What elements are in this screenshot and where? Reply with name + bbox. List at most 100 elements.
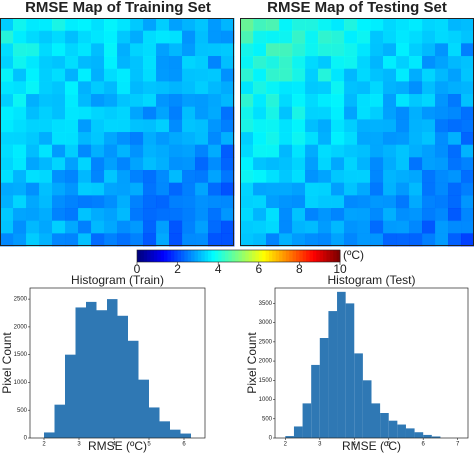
colorbar-segment (170, 250, 175, 262)
map-cell (26, 132, 40, 146)
map-cell (448, 81, 462, 95)
map-cell (279, 233, 293, 247)
map-cell (221, 132, 235, 146)
histogram-bar (319, 338, 329, 438)
map-cell (461, 157, 474, 171)
map-cell (461, 106, 474, 120)
map-cell (91, 157, 105, 171)
map-cell (169, 195, 183, 209)
map-cell (240, 106, 254, 120)
map-cell (13, 182, 27, 196)
map-cell (117, 195, 131, 209)
map-cell (78, 132, 92, 146)
map-cell (0, 157, 14, 171)
map-cell (65, 170, 79, 184)
map-cell (318, 106, 332, 120)
map-cell (292, 68, 306, 82)
map-cell (65, 132, 79, 146)
map-cell (331, 81, 345, 95)
map-cell (383, 56, 397, 70)
map-cell (331, 30, 345, 44)
colorbar-segment (214, 250, 219, 262)
histogram-bar (285, 436, 294, 438)
histogram-bar (44, 432, 55, 438)
map-cell (208, 56, 222, 70)
map-cell (208, 30, 222, 44)
map-cell (91, 132, 105, 146)
map-cell (39, 233, 53, 247)
map-cell (292, 94, 306, 108)
y-tick-label: 1500 (14, 352, 28, 358)
map-cell (305, 43, 319, 57)
map-cell (292, 119, 306, 133)
map-cell (65, 43, 79, 57)
map-cell (292, 208, 306, 222)
map-cell (461, 94, 474, 108)
map-cell (461, 18, 474, 32)
colorbar-segment (164, 250, 168, 262)
map-cell (39, 208, 53, 222)
map-cell (370, 30, 384, 44)
map-cell (305, 68, 319, 82)
map-cell (292, 56, 306, 70)
map-cell (318, 56, 332, 70)
map-cell (370, 170, 384, 184)
map-cell (143, 195, 157, 209)
map-cell (318, 81, 332, 95)
map-cell (221, 106, 235, 120)
map-cell (357, 233, 371, 247)
map-cell (13, 18, 27, 32)
map-cell (448, 157, 462, 171)
colorbar-segment (282, 250, 287, 262)
map-cell (383, 81, 397, 95)
map-cell (143, 208, 157, 222)
map-cell (266, 144, 280, 158)
colorbar-segment (231, 250, 236, 262)
map-cell (331, 144, 345, 158)
colorbar-segment (329, 250, 334, 262)
map-cell (52, 195, 66, 209)
map-cell (117, 182, 131, 196)
map-cell (409, 208, 423, 222)
map-cell (91, 144, 105, 158)
map-cell (91, 195, 105, 209)
map-cell (78, 220, 92, 234)
map-cell (0, 68, 14, 82)
map-cell (13, 233, 27, 247)
map-cell (39, 18, 53, 32)
map-cell (279, 132, 293, 146)
map-cell (266, 94, 280, 108)
map-cell (344, 56, 358, 70)
map-cell (253, 18, 267, 32)
map-cell (448, 94, 462, 108)
map-cell (266, 56, 280, 70)
map-cell (143, 106, 157, 120)
map-cell (435, 68, 449, 82)
x-tick-label: 4 (353, 442, 357, 448)
colorbar-segment (312, 250, 317, 262)
map-cell (422, 30, 436, 44)
map-cell (117, 119, 131, 133)
map-cell (156, 30, 170, 44)
x-tick-label: 5 (147, 442, 151, 448)
map-cell (0, 30, 14, 44)
map-cell (156, 68, 170, 82)
map-cell (292, 81, 306, 95)
map-cell (292, 30, 306, 44)
map-cell (104, 30, 118, 44)
map-cell (169, 94, 183, 108)
map-cell (461, 119, 474, 133)
map-cell (39, 94, 53, 108)
map-cell (461, 182, 474, 196)
map-cell (344, 106, 358, 120)
map-cell (156, 81, 170, 95)
map-cell (370, 220, 384, 234)
map-cell (357, 220, 371, 234)
map-cell (130, 157, 144, 171)
map-cell (117, 81, 131, 95)
map-cell (143, 157, 157, 171)
map-cell (253, 233, 267, 247)
map-cell (39, 81, 53, 95)
map-cell (409, 157, 423, 171)
map-cell (143, 18, 157, 32)
